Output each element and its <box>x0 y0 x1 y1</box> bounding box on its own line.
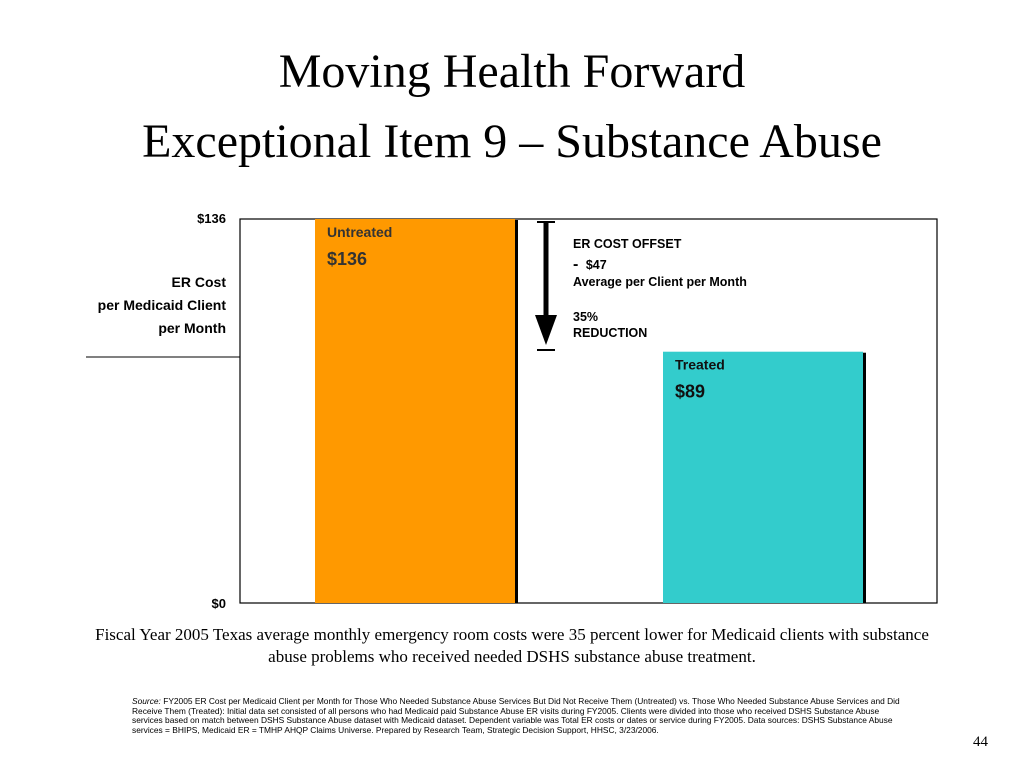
offset-arrow <box>535 221 557 351</box>
chart-caption: Fiscal Year 2005 Texas average monthly e… <box>95 625 929 666</box>
y-tick-max: $136 <box>197 211 226 226</box>
offset-annotation-dash: - <box>573 256 578 273</box>
source-note: Source: FY2005 ER Cost per Medicaid Clie… <box>132 696 902 735</box>
offset-annotation-value: $47 <box>586 258 607 272</box>
y-axis-label-line3: per Month <box>158 320 226 336</box>
page-number: 44 <box>973 734 988 750</box>
bar-value-label-untreated: $136 <box>327 249 367 269</box>
plot-frame <box>239 218 938 604</box>
offset-annotation-reduction: REDUCTION <box>573 326 647 340</box>
offset-arrow-head <box>535 315 557 345</box>
source-label: Source: <box>132 696 161 706</box>
offset-annotation: ER COST OFFSET - $47 Average per Client … <box>573 237 747 340</box>
bar-shadow-untreated <box>515 220 518 603</box>
offset-annotation-amount: - $47 <box>573 256 607 273</box>
offset-annotation-title: ER COST OFFSET <box>573 237 682 251</box>
bar-category-label-untreated: Untreated <box>327 224 392 240</box>
slide-title-line1: Moving Health Forward <box>278 45 746 98</box>
slide-title-line2: Exceptional Item 9 – Substance Abuse <box>142 115 882 168</box>
y-axis-label-line2: per Medicaid Client <box>97 297 226 313</box>
bar-shadow-treated <box>863 352 866 603</box>
y-axis-label: ER Cost per Medicaid Client per Month <box>60 271 226 340</box>
bar-value-label-treated: $89 <box>675 382 705 402</box>
offset-annotation-subtitle: Average per Client per Month <box>573 275 747 289</box>
bar-treated <box>663 351 863 603</box>
bar-category-label-treated: Treated <box>675 357 725 373</box>
y-tick-zero: $0 <box>211 596 226 611</box>
y-axis-label-line1: ER Cost <box>171 274 226 290</box>
bar-untreated <box>315 219 515 603</box>
source-text: FY2005 ER Cost per Medicaid Client per M… <box>132 696 900 735</box>
offset-annotation-percent: 35% <box>573 310 598 324</box>
